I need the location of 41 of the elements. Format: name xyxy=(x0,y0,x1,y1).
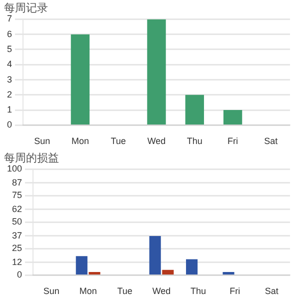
x-tick-label: Sat xyxy=(264,136,278,146)
x-tick-label: Tue xyxy=(110,136,126,146)
y-tick-label: 1 xyxy=(6,104,12,115)
bar xyxy=(223,110,242,124)
y-tick-label: 87 xyxy=(12,177,22,188)
x-tick-label: Sat xyxy=(264,286,279,296)
y-tick-label: 0 xyxy=(17,270,22,280)
y-tick-label: 62 xyxy=(12,204,22,214)
y-tick-label: 50 xyxy=(12,216,22,227)
y-tick-label: 6 xyxy=(6,28,12,39)
bar xyxy=(76,256,88,274)
y-tick-label: 4 xyxy=(6,59,12,70)
y-tick-label: 100 xyxy=(6,164,22,174)
x-tick-label: Tue xyxy=(117,286,132,296)
bar xyxy=(162,270,174,274)
bar xyxy=(186,259,198,274)
x-tick-label: Sun xyxy=(34,136,50,146)
x-tick-label: Mon xyxy=(79,286,97,296)
chart-title: 每周的损益 xyxy=(4,151,59,164)
x-tick-label: Thu xyxy=(186,136,202,146)
y-tick-label: 7 xyxy=(6,14,12,24)
y-tick-label: 75 xyxy=(12,190,22,200)
y-tick-label: 2 xyxy=(6,89,12,100)
y-tick-label: 0 xyxy=(6,120,12,130)
bar xyxy=(185,94,204,124)
y-tick-label: 12 xyxy=(12,256,22,267)
x-tick-label: Fri xyxy=(230,286,240,296)
y-tick-label: 25 xyxy=(12,243,22,254)
x-tick-label: Mon xyxy=(71,136,89,146)
x-tick-label: Wed xyxy=(152,286,171,296)
y-tick-label: 37 xyxy=(12,230,22,240)
chart-title: 每周记录 xyxy=(4,1,48,14)
bar xyxy=(149,236,161,274)
bar xyxy=(147,19,166,124)
y-tick-label: 5 xyxy=(6,44,12,54)
y-tick-label: 3 xyxy=(6,74,12,84)
x-tick-label: Wed xyxy=(147,136,166,146)
x-tick-label: Sun xyxy=(43,286,60,296)
bar xyxy=(70,34,90,124)
x-tick-label: Fri xyxy=(228,136,238,146)
x-tick-label: Thu xyxy=(190,286,206,296)
